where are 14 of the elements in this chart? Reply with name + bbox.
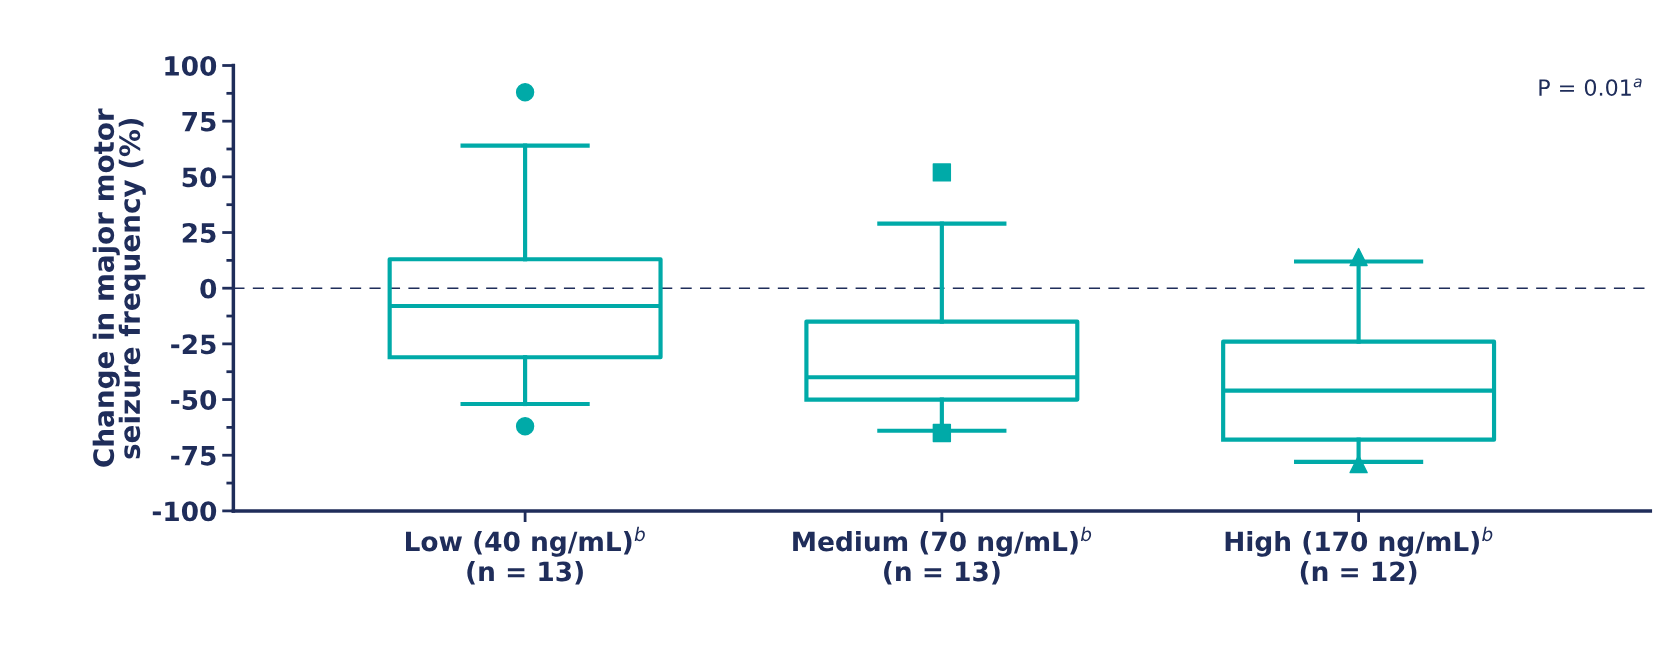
- y-tick-label: -75: [171, 446, 216, 466]
- y-tick-label: 75: [182, 111, 216, 132]
- category-label: High (170 ng/mL)$^{b}$ (n = 12): [1225, 526, 1493, 585]
- y-tick-label: -100: [152, 501, 217, 522]
- category-label: Low (40 ng/mL)$^{b}$ (n = 13): [406, 526, 645, 585]
- y-tick-label: 0: [200, 278, 217, 299]
- y-tick-label: -50: [171, 389, 217, 410]
- y-axis-title: Change in major motor seizure frequency (%): [92, 108, 146, 467]
- annotation: P = 0.01$^{a}$: [1539, 78, 1642, 96]
- y-tick-label: 100: [165, 55, 217, 76]
- y-tick-label: 25: [182, 222, 216, 243]
- y-tick-label: 50: [182, 167, 217, 188]
- category-label: Medium (70 ng/mL)$^{b}$ (n = 13): [793, 526, 1092, 585]
- y-tick-label: -25: [171, 334, 216, 355]
